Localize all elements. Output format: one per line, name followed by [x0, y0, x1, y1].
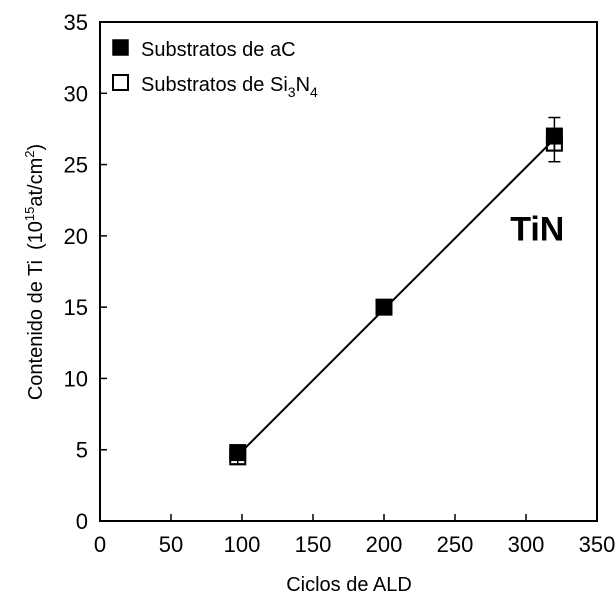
x-tick-label: 100 — [224, 532, 261, 557]
fit-line-group — [237, 138, 556, 457]
data-point-ac — [545, 127, 563, 145]
data-marks — [229, 116, 563, 466]
x-tick-label: 150 — [295, 532, 332, 557]
y-tick-label: 15 — [64, 295, 88, 320]
x-tick-label: 300 — [508, 532, 545, 557]
y-tick-label: 0 — [76, 509, 88, 534]
y-tick-label: 20 — [64, 224, 88, 249]
x-tick-label: 250 — [437, 532, 474, 557]
fit-line — [237, 138, 556, 457]
legend-label-si3n4: Substratos de Si3N4 — [141, 74, 318, 100]
y-tick-label: 5 — [76, 438, 88, 463]
data-point-ac — [229, 444, 247, 462]
y-tick-label: 10 — [64, 366, 88, 391]
legend-label-ac: Substratos de aC — [141, 39, 296, 61]
x-tick-label: 50 — [159, 532, 183, 557]
y-tick-label: 25 — [64, 153, 88, 178]
y-axis-title: Contenido de Ti(1015at/cm2) — [22, 144, 47, 400]
x-tick-label: 200 — [366, 532, 403, 557]
axes — [99, 21, 598, 522]
legend-marker-si3n4 — [112, 74, 129, 91]
y-tick-label: 30 — [64, 81, 88, 106]
y-tick-label: 35 — [64, 10, 88, 35]
ticks: 0 50 100 150 200 250 300 350 0 5 10 15 20 25 30 35 — [64, 10, 616, 557]
legend-marker-ac — [112, 39, 129, 56]
data-point-ac — [375, 298, 393, 316]
annotation-tin: TiN — [510, 211, 564, 249]
x-axis-title: Ciclos de ALD — [286, 574, 412, 596]
x-tick-label: 0 — [94, 532, 106, 557]
plot-frame — [99, 21, 598, 522]
x-tick-label: 350 — [579, 532, 616, 557]
legend: Substratos de aC Substratos de Si3N4 — [112, 39, 318, 100]
